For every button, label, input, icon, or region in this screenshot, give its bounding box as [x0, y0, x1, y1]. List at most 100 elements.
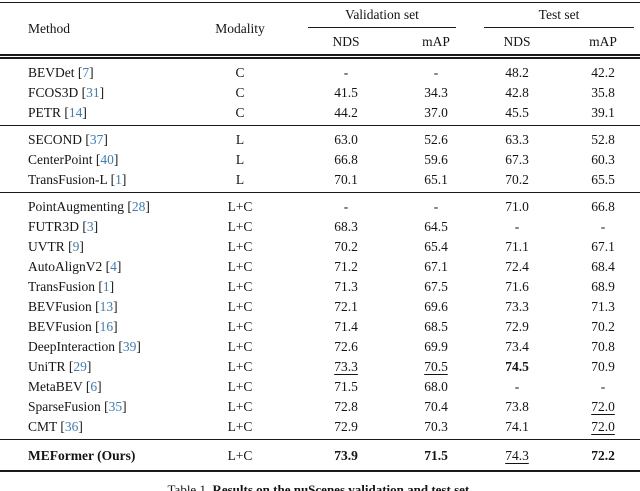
validation-set-label: Validation set [308, 4, 456, 28]
metric-value: 52.6 [424, 131, 448, 147]
method-cell: CenterPoint [40] [0, 149, 192, 169]
citation-bracket: ] [136, 338, 141, 354]
value-cell: - [468, 216, 566, 236]
metric-value: 37.0 [424, 104, 448, 120]
citation-link[interactable]: 6 [90, 378, 98, 394]
modality-cell: L+C [227, 358, 253, 374]
citation-bracket: ] [79, 238, 84, 254]
metric-value: 72.9 [505, 318, 529, 334]
value-cell: 71.1 [468, 236, 566, 256]
citation-link[interactable]: 3 [86, 218, 94, 234]
citation-link[interactable]: 31 [86, 84, 100, 100]
metric-value: 73.3 [505, 298, 529, 314]
value-cell: 71.3 [566, 296, 640, 316]
citation-bracket: ] [145, 198, 150, 214]
method-cell: MetaBEV [6] [0, 376, 192, 396]
value-cell: 73.3 [288, 356, 404, 376]
method-name: MetaBEV [28, 378, 83, 394]
citation-bracket: ] [93, 218, 99, 234]
citation-link[interactable]: 9 [72, 238, 80, 254]
citation-link[interactable]: 1 [102, 278, 110, 294]
citation-link[interactable]: 13 [99, 298, 114, 314]
table-row: PointAugmenting [28] L+C - - 71.0 66.8 [0, 193, 640, 217]
value-cell: 72.9 [288, 416, 404, 440]
citation-link[interactable]: 14 [68, 104, 83, 120]
metric-value: 74.3 [505, 447, 529, 463]
modality-cell: L+C [227, 378, 253, 394]
col-header-test-map: mAP [589, 33, 617, 49]
metric-value: 71.2 [334, 258, 358, 274]
citation-bracket: [ [64, 238, 73, 254]
value-cell: 72.0 [566, 396, 640, 416]
citation-link[interactable]: 39 [122, 338, 137, 354]
metric-value: 72.2 [591, 447, 615, 463]
metric-value: 71.1 [505, 238, 529, 254]
value-cell: 66.8 [566, 193, 640, 217]
method-cell: CMT [36] [0, 416, 192, 440]
citation-bracket: [ [61, 104, 69, 120]
metric-value: 66.8 [591, 198, 615, 214]
caption-prefix: Table 1. [167, 482, 213, 491]
metric-value: 71.6 [505, 278, 529, 294]
modality-cell: L+C [227, 318, 253, 334]
citation-link[interactable]: 1 [115, 171, 122, 187]
method-cell: MEFormer (Ours) [0, 440, 192, 472]
metric-value: 42.2 [591, 64, 615, 80]
citation-link[interactable]: 29 [73, 358, 87, 374]
method-cell: BEVFusion [13] [0, 296, 192, 316]
method-cell: UVTR [9] [0, 236, 192, 256]
modality-cell: C [235, 104, 245, 120]
value-cell: 74.3 [468, 440, 566, 472]
value-cell: 69.6 [404, 296, 468, 316]
metric-value: 52.8 [591, 131, 615, 147]
method-name: DeepInteraction [28, 338, 115, 354]
metric-value: - [514, 218, 520, 234]
modality-cell: L+C [227, 278, 253, 294]
table-row: BEVDet [7] C - - 48.2 42.2 [0, 57, 640, 83]
value-cell: 73.3 [468, 296, 566, 316]
metric-value: - [600, 218, 606, 234]
citation-bracket: [ [91, 298, 100, 314]
citation-bracket: [ [92, 151, 101, 167]
metric-value: 70.2 [591, 318, 615, 334]
metric-value: - [433, 198, 439, 214]
value-cell: 65.1 [404, 169, 468, 193]
citation-link[interactable]: 4 [110, 258, 117, 274]
citation-link[interactable]: 28 [131, 198, 146, 214]
citation-link[interactable]: 7 [82, 64, 90, 80]
method-cell: PointAugmenting [28] [0, 193, 192, 217]
test-set-label: Test set [484, 4, 635, 28]
value-cell: 71.5 [404, 440, 468, 472]
metric-value: 71.3 [591, 298, 615, 314]
table-row: SparseFusion [35] L+C 72.8 70.4 73.8 72.0 [0, 396, 640, 416]
metric-value: 71.3 [334, 278, 358, 294]
method-name: SECOND [28, 131, 83, 147]
table-row: TransFusion-L [1] L 70.1 65.1 70.2 65.5 [0, 169, 640, 193]
citation-link[interactable]: 37 [89, 131, 104, 147]
table-row: FUTR3D [3] L+C 68.3 64.5 - - [0, 216, 640, 236]
method-cell: UniTR [29] [0, 356, 192, 376]
citation-link[interactable]: 36 [64, 418, 79, 434]
metric-value: 70.8 [591, 338, 615, 354]
value-cell: 70.2 [468, 169, 566, 193]
method-cell: TransFusion-L [1] [0, 169, 192, 193]
metric-value: 68.3 [334, 218, 358, 234]
citation-bracket: [ [100, 398, 109, 414]
citation-link[interactable]: 16 [99, 318, 114, 334]
metric-value: 68.0 [424, 378, 448, 394]
method-name: BEVFusion [28, 318, 92, 334]
metric-value: 72.0 [591, 398, 615, 414]
value-cell: 66.8 [288, 149, 404, 169]
citation-link[interactable]: 35 [108, 398, 123, 414]
citation-bracket: ] [89, 64, 94, 80]
modality-cell: L [235, 151, 245, 167]
col-header-test-nds: NDS [503, 33, 531, 49]
value-cell: 45.5 [468, 102, 566, 126]
citation-bracket: ] [113, 318, 118, 334]
citation-link[interactable]: 40 [100, 151, 114, 167]
value-cell: 67.5 [404, 276, 468, 296]
method-name: FUTR3D [28, 218, 80, 234]
value-cell: 37.0 [404, 102, 468, 126]
metric-value: - [600, 378, 606, 394]
value-cell: 64.5 [404, 216, 468, 236]
